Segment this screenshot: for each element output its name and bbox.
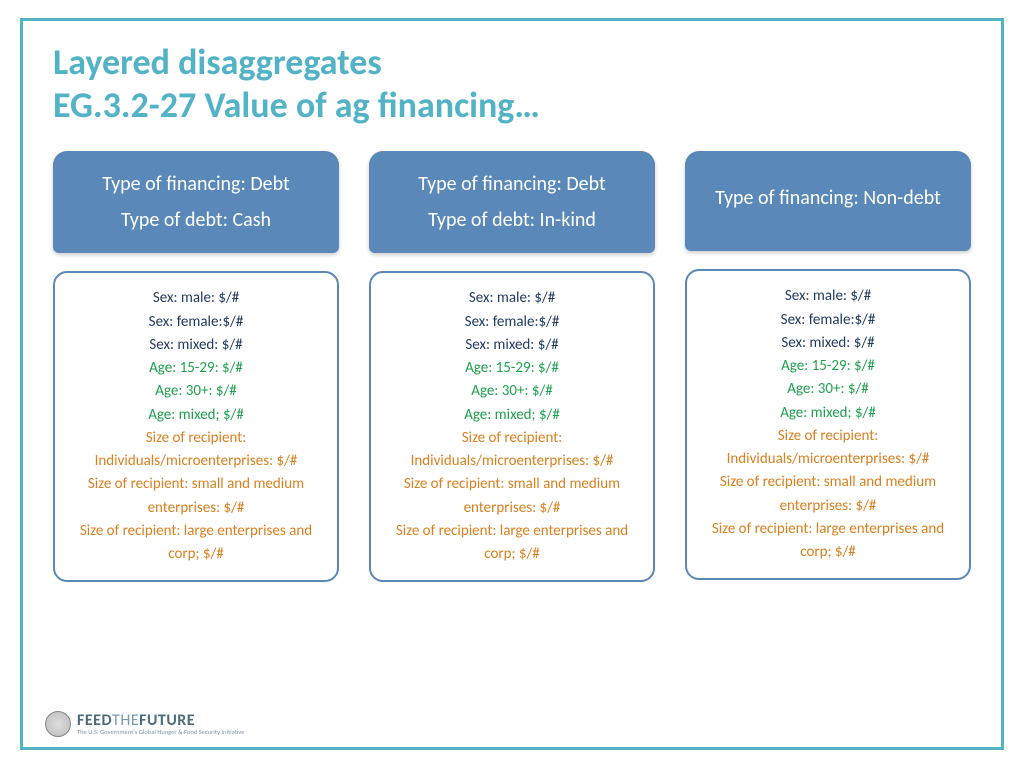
logo-text: FEEDTHEFUTURE The U.S. Government's Glob… [77,713,244,736]
detail-sex-1a: Sex: male: $/# [65,287,327,310]
detail-age-3b: Age: 30+: $/# [697,378,959,401]
logo-word-the: THE [112,711,139,730]
detail-size-3b: Size of recipient: small and medium ente… [697,471,959,518]
title-line-2: EG.3.2-27 Value of ag financing… [53,84,971,127]
detail-age-3c: Age: mixed; $/# [697,402,959,425]
detail-box-3: Sex: male: $/# Sex: female:$/# Sex: mixe… [685,269,971,580]
detail-sex-1b: Sex: female:$/# [65,311,327,334]
detail-age-2b: Age: 30+: $/# [381,380,643,403]
seal-icon [45,711,71,737]
column-2: Type of financing: Debt Type of debt: In… [369,151,655,582]
detail-age-1a: Age: 15-29: $/# [65,357,327,380]
detail-sex-2a: Sex: male: $/# [381,287,643,310]
logo-sub: The U.S. Government's Global Hunger & Fo… [77,729,244,736]
detail-size-1b: Size of recipient: small and medium ente… [65,473,327,520]
detail-size-1a: Size of recipient: Individuals/microente… [65,427,327,474]
header-box-3: Type of financing: Non-debt [685,151,971,251]
header-box-2: Type of financing: Debt Type of debt: In… [369,151,655,253]
detail-age-3a: Age: 15-29: $/# [697,355,959,378]
detail-age-2c: Age: mixed; $/# [381,404,643,427]
detail-sex-3a: Sex: male: $/# [697,285,959,308]
detail-sex-3b: Sex: female:$/# [697,309,959,332]
detail-size-3c: Size of recipient: large enterprises and… [697,518,959,565]
header-1-line-2: Type of debt: Cash [65,205,327,235]
detail-sex-2b: Sex: female:$/# [381,311,643,334]
detail-size-2b: Size of recipient: small and medium ente… [381,473,643,520]
detail-size-1c: Size of recipient: large enterprises and… [65,520,327,567]
detail-size-2a: Size of recipient: Individuals/microente… [381,427,643,474]
detail-age-1b: Age: 30+: $/# [65,380,327,403]
column-1: Type of financing: Debt Type of debt: Ca… [53,151,339,582]
header-1-line-1: Type of financing: Debt [65,169,327,199]
column-3: Type of financing: Non-debt Sex: male: $… [685,151,971,582]
detail-box-2: Sex: male: $/# Sex: female:$/# Sex: mixe… [369,271,655,582]
logo-word-future: FUTURE [139,711,195,730]
header-box-1: Type of financing: Debt Type of debt: Ca… [53,151,339,253]
detail-age-1c: Age: mixed; $/# [65,404,327,427]
detail-size-3a: Size of recipient: Individuals/microente… [697,425,959,472]
detail-sex-1c: Sex: mixed: $/# [65,334,327,357]
detail-age-2a: Age: 15-29: $/# [381,357,643,380]
slide-frame: Layered disaggregates EG.3.2-27 Value of… [20,18,1004,750]
header-2-line-1: Type of financing: Debt [381,169,643,199]
slide-title: Layered disaggregates EG.3.2-27 Value of… [53,41,971,127]
logo-word-feed: FEED [77,711,112,730]
detail-box-1: Sex: male: $/# Sex: female:$/# Sex: mixe… [53,271,339,582]
footer-logo: FEEDTHEFUTURE The U.S. Government's Glob… [45,711,244,737]
detail-sex-3c: Sex: mixed: $/# [697,332,959,355]
logo-main: FEEDTHEFUTURE [77,713,244,729]
columns-container: Type of financing: Debt Type of debt: Ca… [53,151,971,582]
header-3-line-1: Type of financing: Non-debt [697,183,959,213]
detail-sex-2c: Sex: mixed: $/# [381,334,643,357]
title-line-1: Layered disaggregates [53,41,971,84]
header-2-line-2: Type of debt: In-kind [381,205,643,235]
detail-size-2c: Size of recipient: large enterprises and… [381,520,643,567]
